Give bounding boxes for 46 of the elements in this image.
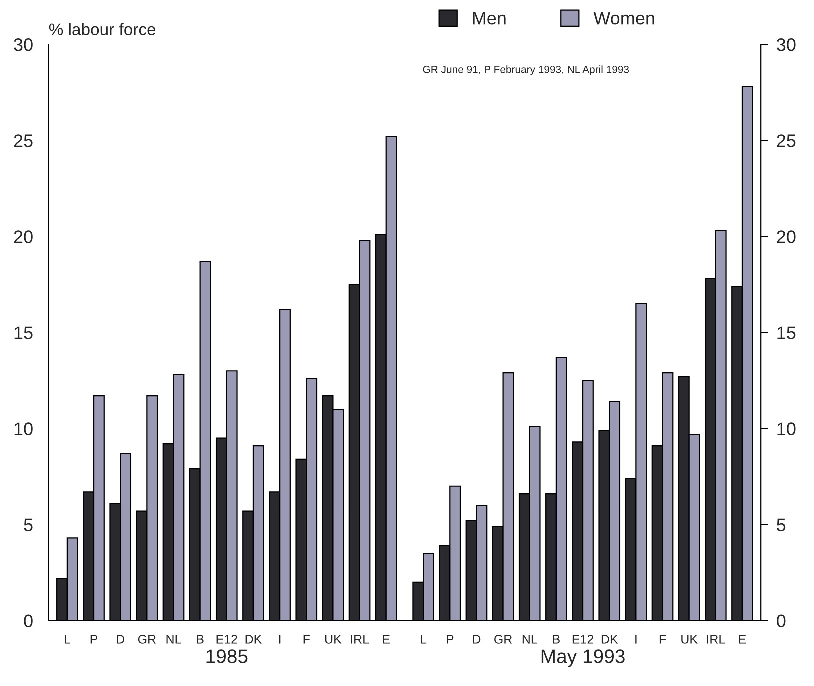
y-tick-label: 20 — [14, 230, 33, 244]
x-tick-label: GR — [494, 635, 512, 644]
x-tick-label: DK — [602, 635, 618, 644]
y-tick-label: 10 — [14, 422, 33, 436]
x-tick-label: NL — [166, 635, 182, 644]
x-tick-label: UK — [682, 635, 698, 644]
x-tick-label: UK — [325, 635, 342, 644]
y2-tick-label: 25 — [777, 134, 796, 148]
y-tick-label: 5 — [24, 518, 33, 532]
x-tick-label: F — [304, 635, 310, 644]
y2-tick-label: 0 — [777, 614, 786, 628]
x-tick-label: NL — [522, 635, 538, 644]
x-tick-label: D — [117, 635, 125, 644]
y-axis-title: % labour force — [49, 23, 156, 36]
x-tick-label: P — [90, 635, 98, 644]
y2-tick-label: 20 — [777, 230, 796, 244]
y2-tick-label: 10 — [778, 422, 796, 436]
y2-tick-label: 30 — [777, 38, 796, 52]
x-tick-label: E12 — [572, 635, 594, 644]
x-tick-label: E12 — [216, 635, 238, 644]
x-tick-label: F — [660, 635, 666, 644]
x-tick-label: I — [636, 635, 637, 644]
x-axis-title: May 1993 — [542, 650, 625, 668]
x-tick-label: DK — [246, 635, 262, 644]
x-tick-label: IRL — [351, 635, 370, 644]
x-tick-label: L — [421, 635, 427, 644]
x-tick-label: L — [64, 635, 71, 644]
x-tick-label: P — [447, 635, 454, 644]
x-axis-title: 1985 — [206, 650, 248, 664]
x-tick-label: B — [197, 635, 204, 644]
legend-label: Women — [594, 12, 654, 25]
y-tick-label: 25 — [14, 134, 33, 148]
y-tick-label: 0 — [24, 614, 33, 628]
y-tick-label: 15 — [14, 326, 33, 340]
x-tick-label: GR — [138, 635, 156, 644]
y-tick-label: 30 — [14, 38, 33, 52]
annotation: GR June 91, P February 1993, NL April 1993 — [423, 66, 630, 76]
x-tick-label: E — [383, 635, 390, 644]
legend-label: Men — [473, 12, 506, 25]
y2-tick-label: 15 — [778, 326, 796, 340]
y2-tick-label: 5 — [777, 518, 786, 532]
x-tick-label: E — [739, 635, 746, 644]
x-tick-label: B — [553, 635, 560, 644]
x-tick-label: D — [473, 635, 481, 644]
x-tick-label: IRL — [707, 635, 726, 644]
x-tick-label: I — [279, 635, 281, 644]
